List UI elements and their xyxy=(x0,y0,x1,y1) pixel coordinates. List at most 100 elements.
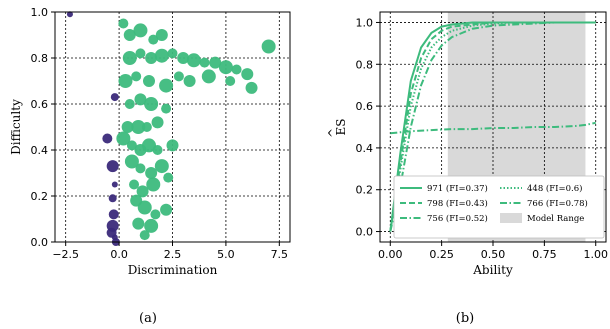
scatter-point xyxy=(102,133,113,144)
x-tick-label: 1.00 xyxy=(583,248,608,261)
scatter-point xyxy=(141,122,152,132)
legend-label: 448 (FI=0.6) xyxy=(527,183,582,194)
y-tick-label: 0.0 xyxy=(31,236,49,249)
scatter-point xyxy=(106,227,117,238)
scatter-point xyxy=(106,160,119,173)
scatter-point xyxy=(150,209,161,220)
x-tick-label: 7.5 xyxy=(271,248,289,261)
scatter-point xyxy=(132,217,145,230)
scatter-point xyxy=(152,145,163,155)
scatter-point xyxy=(110,93,119,102)
scatter-point xyxy=(143,75,155,87)
scatter-point xyxy=(225,76,236,86)
scatter-point xyxy=(154,159,169,174)
legend-label: 971 (FI=0.37) xyxy=(427,183,488,194)
legend-label: 766 (FI=0.78) xyxy=(527,198,588,209)
scatter-point xyxy=(66,11,73,18)
scatter-point xyxy=(124,154,139,169)
legend-swatch-range xyxy=(500,213,522,223)
x-tick-label: 5.0 xyxy=(217,248,235,261)
scatter-point xyxy=(163,172,174,183)
axes-frame xyxy=(54,11,291,243)
scatter-point xyxy=(159,78,174,93)
scatter-point xyxy=(137,200,152,215)
panel-a xyxy=(51,11,291,246)
scatter-point xyxy=(173,71,184,82)
scatter-point xyxy=(135,48,146,59)
y-tick-label: 0.6 xyxy=(356,100,374,113)
scatter-point xyxy=(245,81,258,94)
scatter-point xyxy=(155,29,168,41)
y-tick-label: 0.4 xyxy=(356,142,374,155)
legend-label: 756 (FI=0.52) xyxy=(427,213,488,224)
scatter-point xyxy=(201,69,216,84)
y-axis-label: Difficulty xyxy=(9,99,23,155)
scatter-point xyxy=(134,93,147,106)
scatter-point xyxy=(145,52,158,64)
scatter-point xyxy=(261,39,276,54)
scatter-point xyxy=(129,179,140,190)
y-tick-label: 1.0 xyxy=(356,16,374,29)
scatter-point xyxy=(231,64,242,75)
scatter-point xyxy=(167,48,178,59)
x-tick-label: 0.50 xyxy=(481,248,506,261)
scatter-point xyxy=(144,97,159,111)
scatter-point xyxy=(111,181,118,188)
scatter-point xyxy=(133,23,148,38)
scatter-point xyxy=(118,18,129,29)
scatter-point xyxy=(124,99,135,109)
scatter-point xyxy=(142,138,156,153)
scatter-point xyxy=(154,48,169,63)
y-tick-label: 0.6 xyxy=(31,98,49,111)
y-tick-label: 0.2 xyxy=(31,190,49,203)
legend-label: Model Range xyxy=(527,214,584,224)
scatter-point xyxy=(121,121,134,133)
x-tick-label: 0.25 xyxy=(429,248,454,261)
scatter-point xyxy=(186,53,201,68)
scatter-point xyxy=(177,52,190,64)
scatter-point xyxy=(131,120,146,134)
scatter-point xyxy=(126,140,137,151)
scatter-point xyxy=(116,131,131,146)
panel-caption: (a) xyxy=(139,311,157,326)
legend-box xyxy=(393,175,605,239)
y-axis-hat: ^ xyxy=(326,128,340,138)
y-tick-label: 0.8 xyxy=(356,58,374,71)
scatter-point xyxy=(118,74,133,88)
scatter-point xyxy=(122,51,137,65)
y-tick-label: 0.8 xyxy=(31,52,49,65)
y-tick-label: 0.4 xyxy=(31,144,49,157)
y-tick-label: 0.0 xyxy=(356,226,374,239)
scatter-point xyxy=(108,194,117,203)
scatter-point xyxy=(151,116,164,129)
legend: 971 (FI=0.37) 448 (FI=0.6) 798 (FI=0.43) 76… xyxy=(393,175,605,239)
series-line xyxy=(389,21,596,232)
scatter-point xyxy=(108,209,119,220)
scatter-point xyxy=(218,60,233,75)
scatter-point xyxy=(160,203,173,216)
y-tick-label: 1.0 xyxy=(31,6,49,19)
x-axis-label: Discrimination xyxy=(128,263,218,277)
scatter-point xyxy=(144,218,159,233)
scatter-point xyxy=(123,29,136,41)
y-tick-label: 0.2 xyxy=(356,184,374,197)
x-tick-label: 0.00 xyxy=(378,248,403,261)
series-line xyxy=(389,21,596,232)
scatter-point xyxy=(139,230,150,241)
scatter-point xyxy=(209,56,222,69)
series-line xyxy=(389,21,596,232)
scatter-point xyxy=(131,71,142,82)
scatter-point xyxy=(183,75,196,87)
scatter-point xyxy=(136,185,149,198)
scatter-point xyxy=(166,139,179,152)
scatter-point xyxy=(148,34,159,45)
scatter-point xyxy=(146,177,161,192)
scatter-point xyxy=(135,163,146,174)
x-tick-label: −2.5 xyxy=(52,248,79,261)
panel-caption: (b) xyxy=(456,311,474,326)
x-tick-label: 2.5 xyxy=(164,248,182,261)
scatter-point xyxy=(161,103,172,114)
x-tick-label: 0.0 xyxy=(110,248,128,261)
x-axis-label: Ability xyxy=(472,263,513,277)
